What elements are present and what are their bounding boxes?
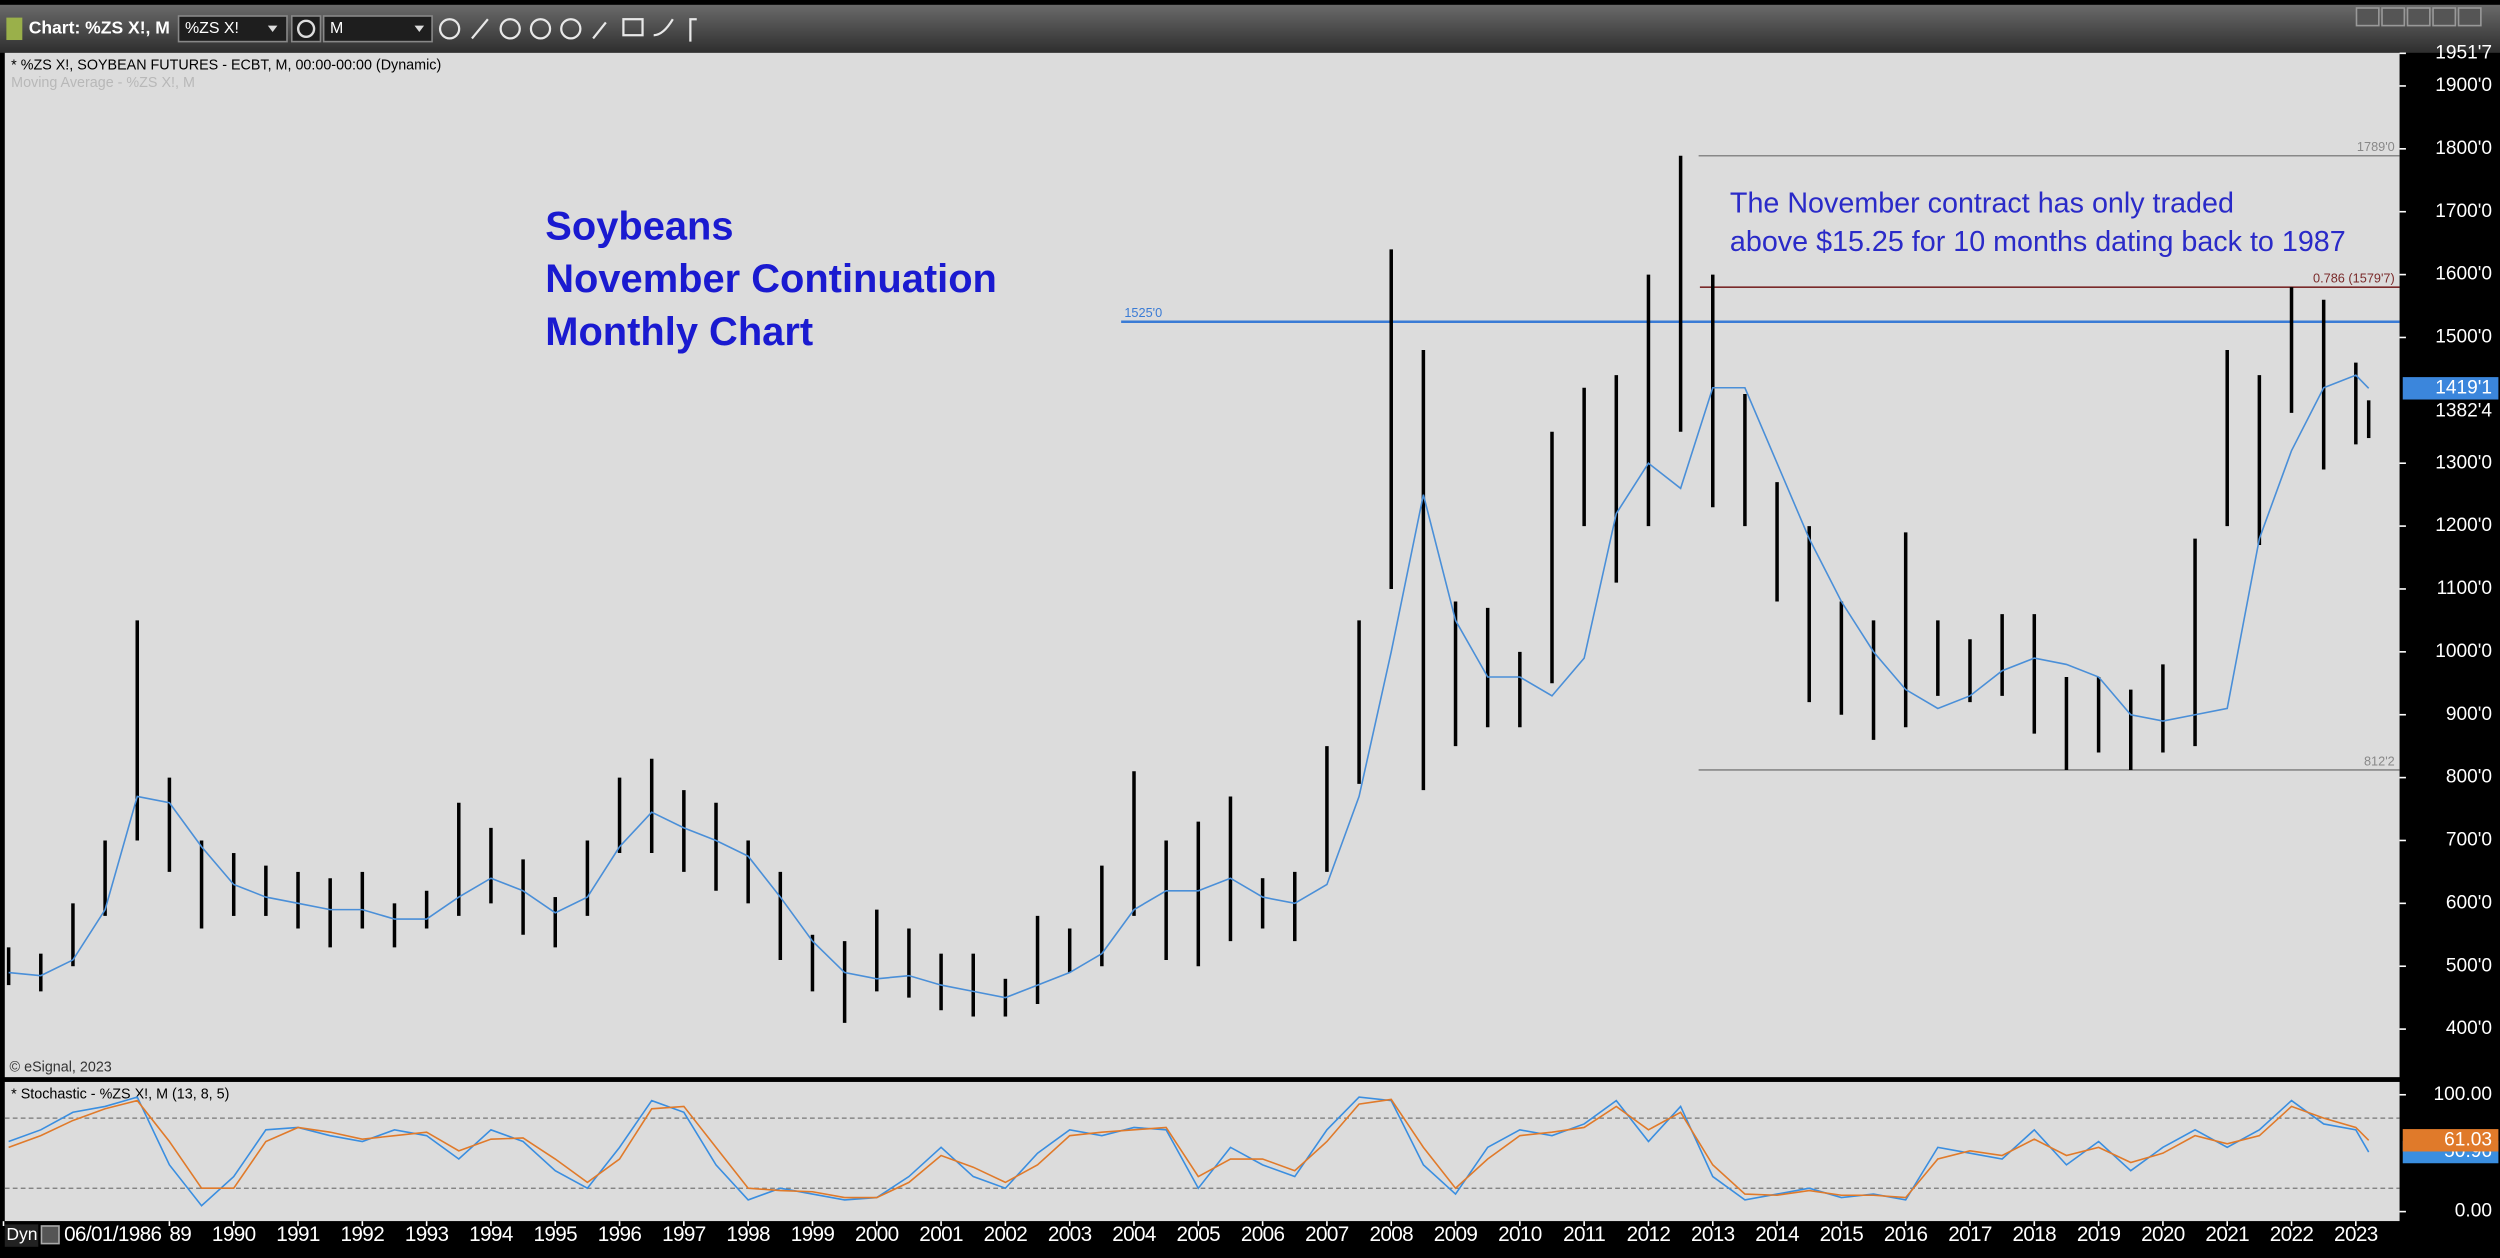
window-title: Chart: %ZS X!, M	[29, 17, 170, 37]
y-tick-label: 1000'0	[2435, 641, 2492, 662]
heading-line: Soybeans	[545, 204, 733, 248]
x-tick-label: 2000	[855, 1223, 899, 1246]
y-tick-label: 1100'0	[2437, 578, 2492, 599]
x-tick-label: 2012	[1627, 1223, 1671, 1246]
y-tick-label: 1700'0	[2435, 201, 2492, 222]
price-tag	[2402, 400, 2499, 423]
x-tick-label: 1995	[533, 1223, 577, 1246]
x-tick-label: 2010	[1498, 1223, 1542, 1246]
x-tick-label: 2013	[1691, 1223, 1735, 1246]
mode-label[interactable]: Dyn	[6, 1224, 37, 1244]
x-tick-label: 06/01/1986	[64, 1223, 161, 1246]
mode-box[interactable]	[4, 1224, 39, 1247]
x-tick-label: 1996	[598, 1223, 642, 1246]
app-icon	[6, 17, 23, 41]
y-tick-label: 1300'0	[2435, 452, 2492, 473]
x-tick-label: 2014	[1755, 1223, 1799, 1246]
stochastic-line	[8, 1098, 2370, 1199]
x-tick-label: 2009	[1434, 1223, 1478, 1246]
y-tick-label: 700'0	[2446, 830, 2492, 851]
heading: Soybeans November Continuation Monthly C…	[545, 204, 997, 354]
x-tick-label: 2002	[984, 1223, 1028, 1246]
x-tick-label: 2001	[919, 1223, 963, 1246]
y-tick-label: 1900'0	[2435, 75, 2492, 96]
dropdown-arrow[interactable]	[267, 25, 278, 33]
interval-box[interactable]	[322, 15, 433, 43]
x-tick-label: 2008	[1369, 1223, 1413, 1246]
price-tag-label: 1382'4	[2435, 400, 2492, 421]
y-tick-label: 100.00	[2434, 1084, 2492, 1105]
ma-legend: Moving Average - %ZS X!, M	[11, 75, 195, 91]
x-tick-label: 2019	[2077, 1223, 2121, 1246]
symbol-box[interactable]	[177, 15, 288, 43]
x-tick-label: 2016	[1884, 1223, 1928, 1246]
level-label: 1525'0	[1124, 305, 1162, 320]
value-tag-label: 61.03	[2444, 1129, 2492, 1150]
x-tick-label: 2022	[2270, 1223, 2314, 1246]
x-tick-label: 1998	[726, 1223, 770, 1246]
x-tick-label: 89	[169, 1223, 191, 1246]
y-tick-label: 500'0	[2446, 955, 2492, 976]
y-tick-label: 1800'0	[2435, 138, 2492, 159]
x-tick-label: 2004	[1112, 1223, 1156, 1246]
x-tick-label: 1990	[212, 1223, 256, 1246]
chart-title: * %ZS X!, SOYBEAN FUTURES - ECBT, M, 00:…	[11, 57, 441, 73]
stochastic-panel	[4, 1081, 2400, 1222]
price-tag	[2402, 377, 2499, 400]
heading-line: November Continuation	[545, 257, 997, 301]
source: © eSignal, 2023	[10, 1059, 112, 1075]
y-tick-label: 0.00	[2455, 1201, 2492, 1222]
x-tick-label: 2011	[1563, 1223, 1605, 1246]
note-line: The November contract has only traded	[1730, 187, 2234, 219]
x-tick-label: 2005	[1177, 1223, 1221, 1246]
x-tick-label: 1999	[791, 1223, 835, 1246]
heading-line: Monthly Chart	[545, 310, 813, 354]
x-tick-label: 2003	[1048, 1223, 1092, 1246]
level-label: 812'2	[2364, 753, 2395, 768]
level-label: 0.786 (1579'7)	[2313, 271, 2395, 286]
x-tick-label: 1997	[662, 1223, 706, 1246]
y-tick-label: 900'0	[2446, 704, 2492, 725]
y-tick-label: 1951'7	[2435, 42, 2492, 63]
x-tick-label: 1992	[341, 1223, 385, 1246]
x-tick-label: 2021	[2205, 1223, 2249, 1246]
y-tick-label: 1600'0	[2435, 264, 2492, 285]
stochastic-line	[8, 1096, 2370, 1207]
stochastic-title: * Stochastic - %ZS X!, M (13, 8, 5)	[11, 1087, 229, 1103]
x-tick-label: 2015	[1820, 1223, 1864, 1246]
note-line: above $15.25 for 10 months dating back t…	[1730, 226, 2346, 258]
dropdown-arrow[interactable]	[414, 25, 425, 33]
value-tag	[2402, 1129, 2499, 1152]
y-tick-label: 1500'0	[2435, 327, 2492, 348]
date-axis	[0, 1221, 2500, 1254]
price-tag-label: 1419'1	[2435, 377, 2492, 398]
symbol-input[interactable]: %ZS X!	[185, 20, 239, 37]
tool-icons[interactable]	[438, 18, 697, 42]
x-tick-label: 2007	[1305, 1223, 1349, 1246]
x-tick-label: 2020	[2141, 1223, 2185, 1246]
price-panel	[4, 52, 2400, 1078]
x-tick-label: 1993	[405, 1223, 449, 1246]
x-tick-label: 2018	[2013, 1223, 2057, 1246]
x-tick-label: 1994	[469, 1223, 513, 1246]
window-buttons[interactable]	[2355, 7, 2482, 27]
interval-input[interactable]: M	[330, 20, 343, 37]
y-tick-label: 1200'0	[2435, 515, 2492, 536]
mode-toggle[interactable]	[40, 1225, 60, 1245]
plot-layer: 1951'7 1900'0 1800'0 1700'0 1600'0 1500'0 1300…	[2, 42, 2499, 1246]
note: The November contract has only traded ab…	[1730, 187, 2346, 257]
y-tick-label: 400'0	[2446, 1018, 2492, 1039]
moving-average	[8, 374, 2370, 999]
x-tick-label: 2006	[1241, 1223, 1285, 1246]
y-tick-label: 800'0	[2446, 767, 2492, 788]
settings-icon[interactable]	[296, 19, 316, 39]
x-tick-label: 1991	[276, 1223, 320, 1246]
level-label: 1789'0	[2357, 139, 2395, 154]
x-tick-label: 2017	[1948, 1223, 1992, 1246]
x-tick-label: 2023	[2334, 1223, 2378, 1246]
y-tick-label: 600'0	[2446, 892, 2492, 913]
